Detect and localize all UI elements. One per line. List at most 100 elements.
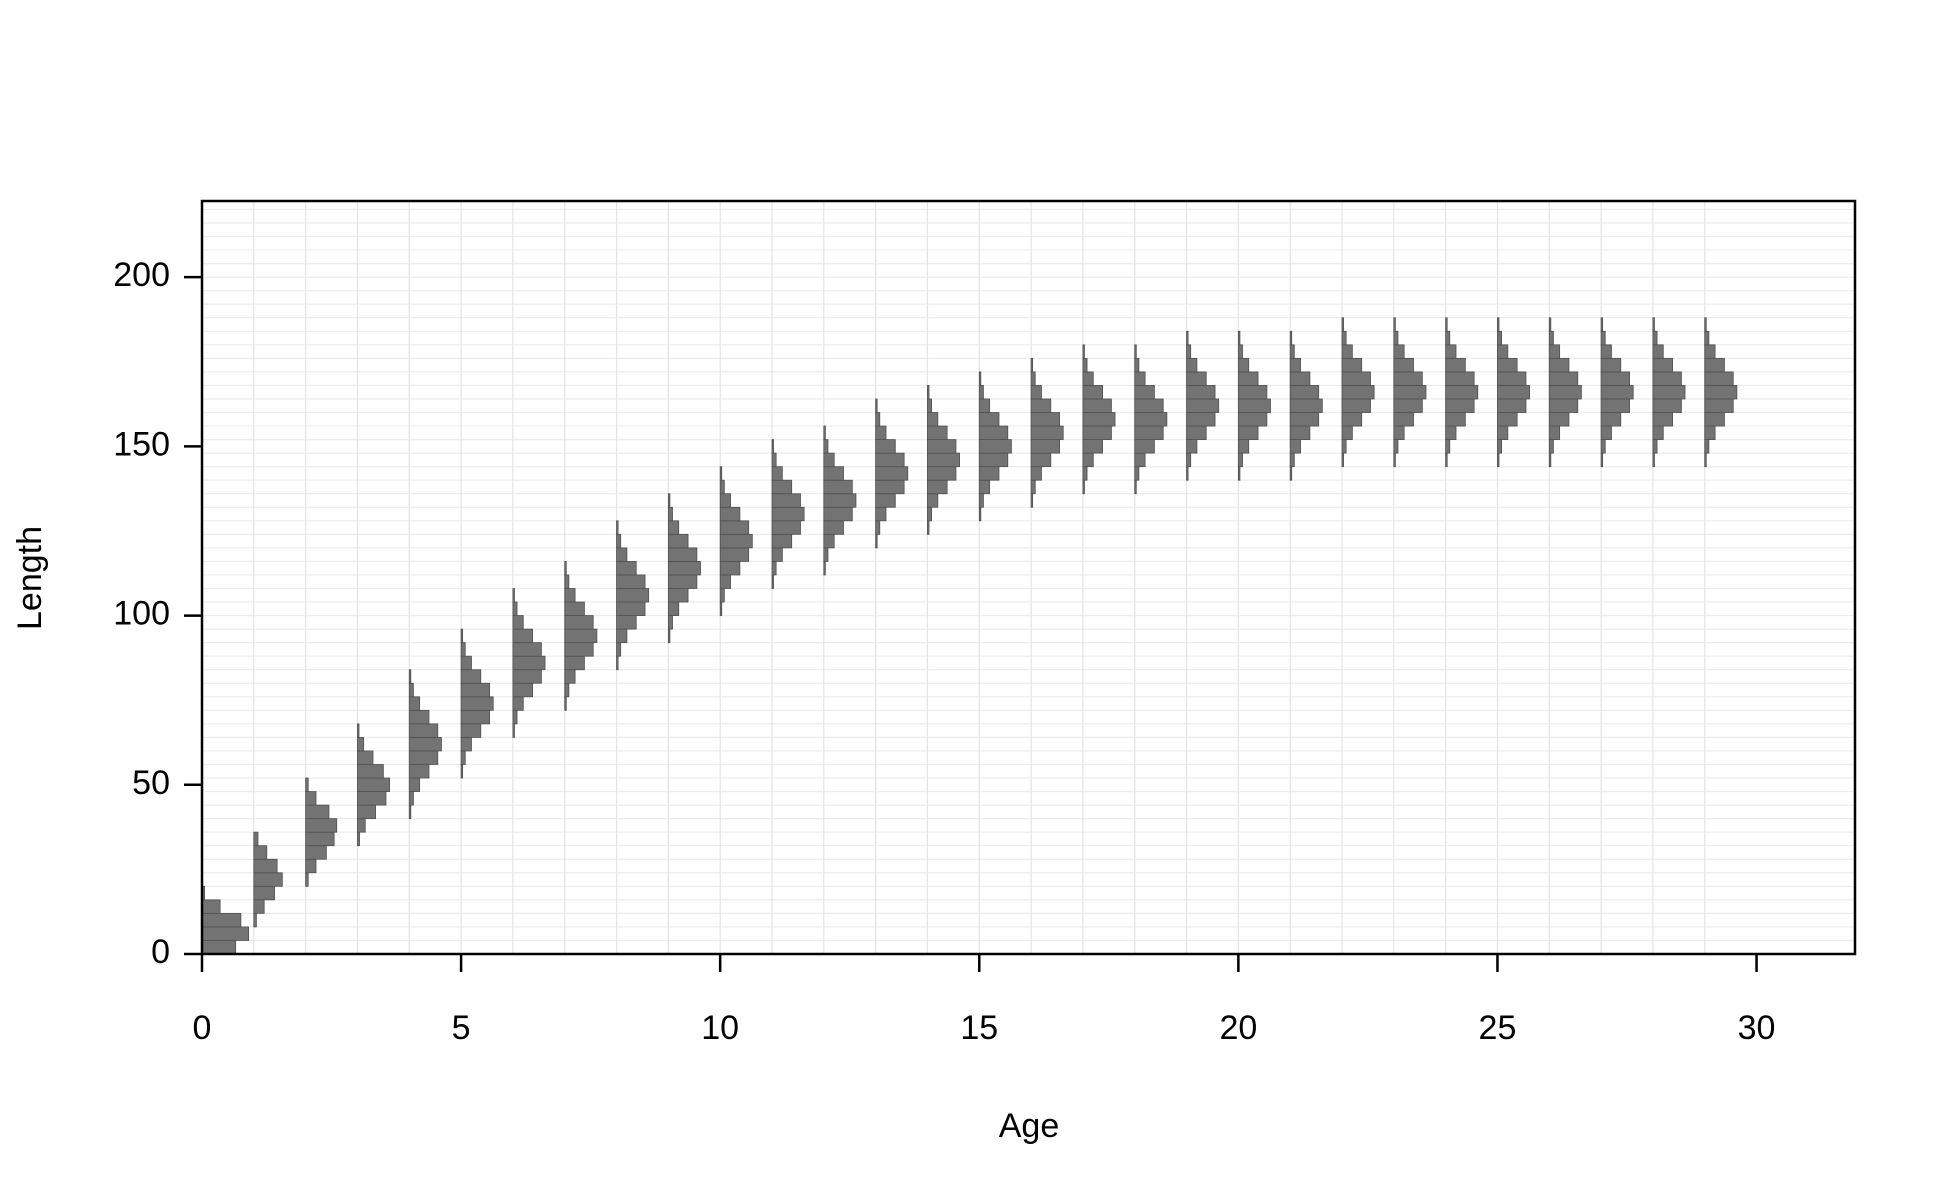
bar [460, 682, 490, 698]
bar [823, 506, 853, 522]
bar [667, 574, 698, 589]
bar [1548, 439, 1554, 454]
bar [201, 926, 250, 941]
bar [1289, 412, 1320, 427]
bar [927, 439, 957, 454]
bar [1341, 412, 1363, 427]
bar [357, 764, 384, 779]
bar [564, 669, 576, 684]
bar [1289, 385, 1320, 400]
bar [564, 601, 585, 616]
bar [823, 493, 857, 508]
bar [1134, 439, 1155, 454]
bar [927, 493, 939, 508]
bar [1030, 412, 1060, 427]
bar [357, 818, 366, 833]
bar [460, 750, 466, 765]
bar [1237, 398, 1271, 413]
bar [616, 588, 650, 603]
bar [823, 561, 826, 576]
bar [1393, 398, 1423, 413]
bar [408, 669, 412, 684]
bar [1704, 425, 1716, 440]
bar [305, 818, 338, 833]
bar [253, 872, 283, 887]
bar [305, 791, 317, 806]
bar [1134, 425, 1164, 440]
bar [823, 533, 835, 549]
bar [1289, 398, 1323, 413]
bar [512, 709, 518, 725]
bar [875, 493, 896, 508]
bar [564, 628, 598, 644]
bar [875, 479, 905, 495]
bar [408, 804, 412, 820]
bar [408, 764, 430, 779]
bar [1134, 466, 1140, 481]
bar [719, 588, 725, 603]
bar [1237, 466, 1241, 481]
bar [512, 642, 542, 657]
y-axis-title: Length [11, 526, 49, 630]
bar [1600, 439, 1606, 454]
bar [771, 520, 801, 535]
bar [1082, 466, 1088, 481]
bar [201, 940, 237, 955]
bar [460, 642, 466, 657]
bar [1652, 439, 1658, 454]
bar [1082, 452, 1094, 468]
bar [1134, 357, 1140, 373]
bar [564, 561, 567, 576]
bar [460, 628, 464, 644]
bar [1289, 357, 1301, 373]
x-tick-label: 15 [960, 1009, 998, 1047]
bar [1600, 412, 1622, 427]
bar [667, 601, 680, 616]
bar [564, 642, 594, 657]
bar [1652, 330, 1658, 346]
bar [1341, 317, 1344, 332]
bar [408, 737, 442, 752]
bar [927, 385, 930, 400]
bar [719, 533, 753, 549]
bar [512, 601, 518, 616]
bar [875, 533, 878, 549]
bar [771, 561, 777, 576]
bar [616, 601, 646, 616]
bar [875, 425, 887, 440]
bar [1082, 385, 1103, 400]
bar [771, 479, 793, 495]
bar [616, 574, 646, 589]
bar [1237, 452, 1243, 468]
bar [978, 506, 982, 522]
bar [253, 845, 268, 860]
bar [1393, 330, 1399, 346]
bar [1082, 425, 1112, 440]
bar [667, 493, 671, 508]
bar [1600, 344, 1612, 359]
bar [460, 709, 490, 725]
bar [1548, 344, 1561, 359]
bar [667, 506, 673, 522]
bar [927, 412, 939, 427]
bar [1548, 385, 1582, 400]
bar [1652, 412, 1673, 427]
bar [1289, 452, 1295, 468]
y-tick-label: 100 [113, 595, 170, 633]
bar [667, 533, 689, 549]
bar [305, 831, 335, 847]
bar [1704, 412, 1725, 427]
bar [1134, 371, 1146, 386]
bar [1341, 398, 1371, 413]
bar [616, 561, 637, 576]
bar [771, 466, 783, 481]
bar [823, 466, 844, 481]
bar [1548, 452, 1552, 468]
bar [1600, 330, 1606, 346]
bar [1548, 317, 1552, 332]
bar [1600, 452, 1604, 468]
x-tick-label: 5 [452, 1009, 471, 1047]
bar [1445, 412, 1466, 427]
bar [1341, 357, 1363, 373]
bar [1704, 371, 1734, 386]
